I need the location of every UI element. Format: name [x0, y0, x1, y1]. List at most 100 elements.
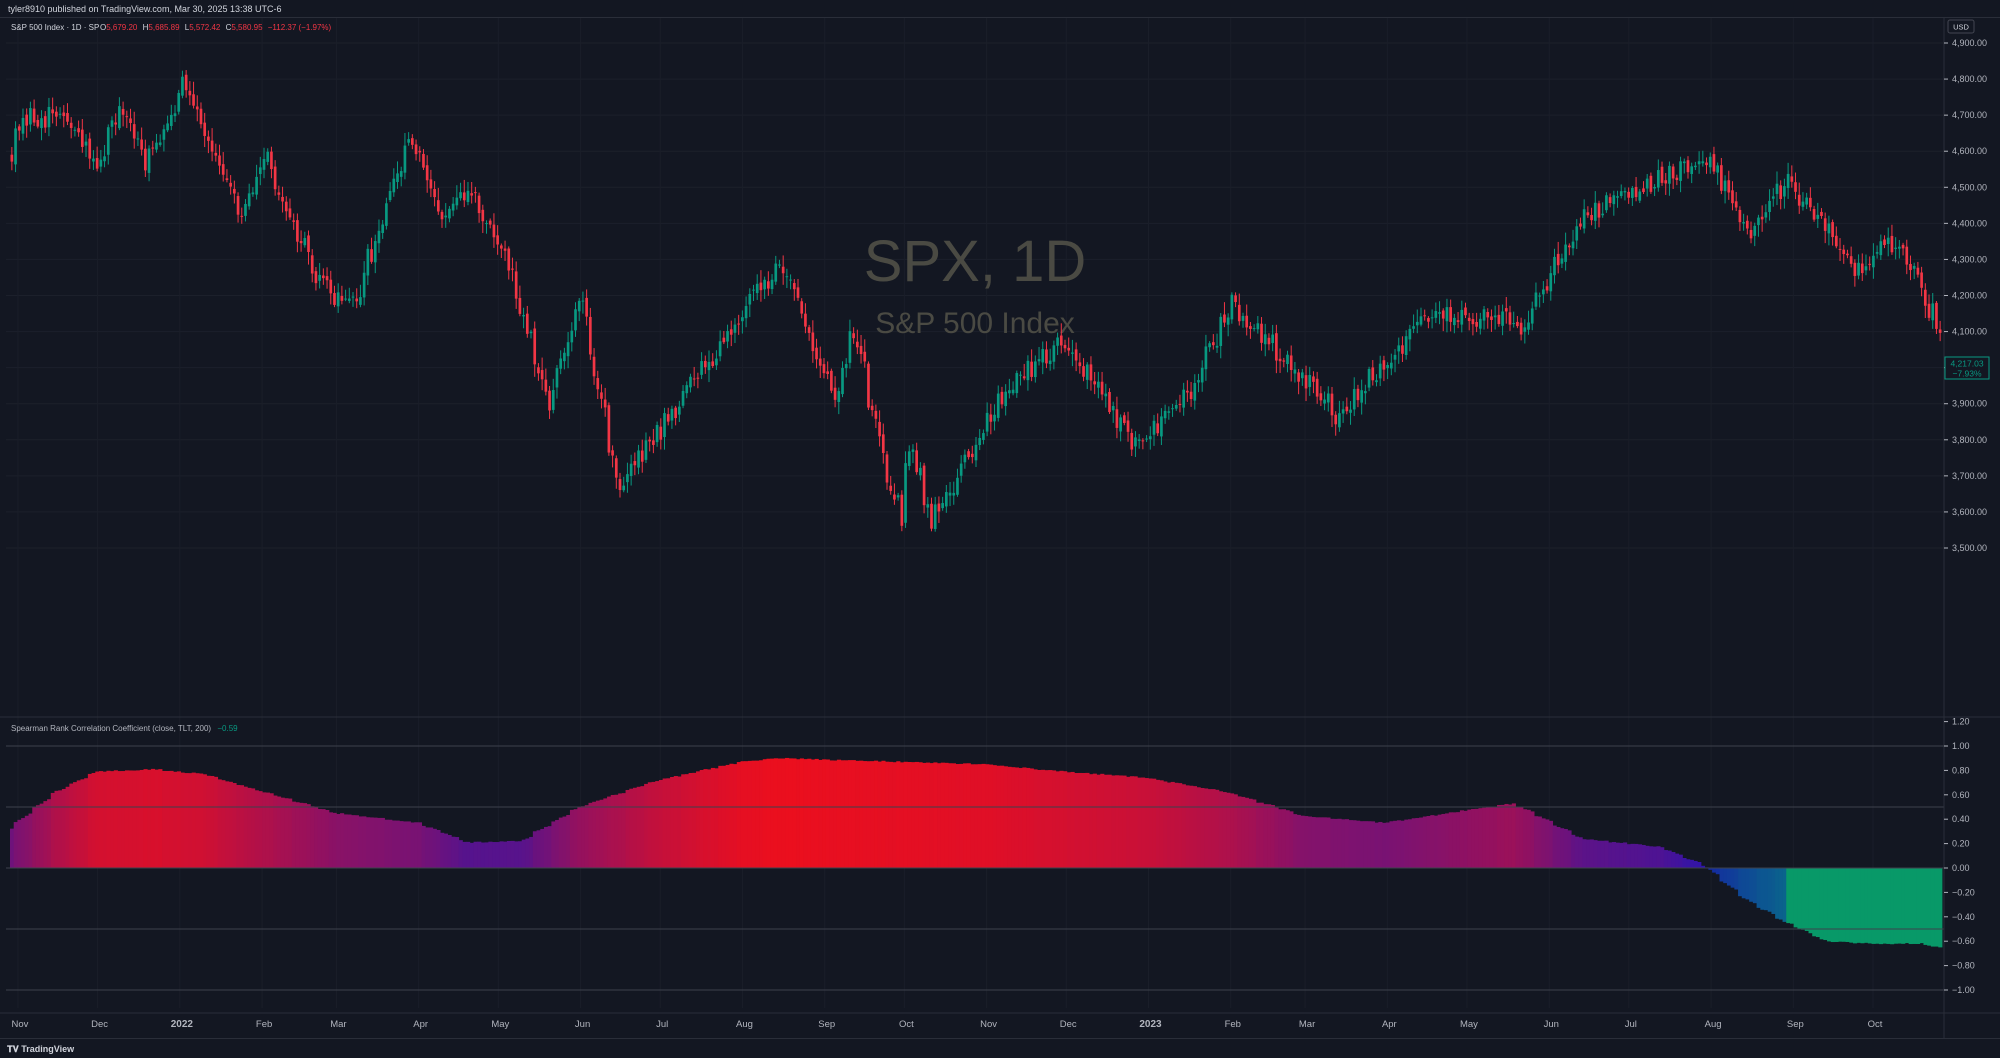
- candle: [1905, 239, 1909, 275]
- histogram-bar: [688, 772, 693, 868]
- candle: [1015, 370, 1019, 398]
- candle: [88, 132, 92, 169]
- histogram-bar: [744, 761, 749, 868]
- candle: [221, 152, 225, 182]
- candle: [1649, 172, 1653, 194]
- last-price-label: 4,217.03 −7.93%: [1944, 356, 1990, 380]
- histogram-bar: [506, 841, 512, 868]
- candle: [1534, 282, 1538, 310]
- candle: [1008, 378, 1011, 399]
- histogram-bar: [710, 767, 715, 868]
- histogram-bar: [302, 803, 308, 868]
- histogram-bar: [747, 760, 753, 868]
- histogram-bar: [818, 759, 823, 868]
- histogram-bar: [1515, 806, 1520, 868]
- histogram-bar: [1526, 809, 1531, 868]
- histogram-bar: [254, 790, 259, 868]
- histogram-bar: [61, 788, 67, 868]
- histogram-bar: [1344, 819, 1350, 868]
- candle: [885, 450, 889, 490]
- time-tick-label: May: [491, 1019, 509, 1030]
- candle: [859, 334, 863, 364]
- histogram-bar: [1756, 868, 1761, 908]
- histogram-bar: [825, 759, 830, 868]
- histogram-bar: [1541, 818, 1546, 868]
- candle: [1323, 391, 1326, 411]
- candle: [663, 407, 666, 450]
- histogram-bar: [1196, 787, 1201, 868]
- histogram-bar: [228, 781, 233, 868]
- histogram-bar: [766, 758, 771, 868]
- candle: [1809, 187, 1812, 212]
- histogram-bar: [1404, 819, 1409, 868]
- histogram-bar: [666, 778, 671, 868]
- histogram-bar: [1830, 868, 1835, 943]
- histogram-bar: [87, 773, 92, 868]
- price-axis[interactable]: 4,900.00 4,800.00 4,700.00 4,600.00 4,500.00…: [1944, 38, 1987, 553]
- histogram-bar: [1560, 828, 1565, 868]
- histogram-bar: [925, 762, 931, 868]
- time-axis[interactable]: Nov Dec 2022 Feb Mar Apr May Jun Jul Aug Sep Oct Nov…: [0, 1012, 2000, 1030]
- histogram-bar: [577, 806, 582, 868]
- histogram-bar: [862, 761, 868, 868]
- candle: [299, 230, 303, 252]
- time-tick-label: Jul: [1625, 1019, 1637, 1030]
- histogram-bar: [1103, 774, 1109, 868]
- histogram-bar: [1211, 789, 1216, 868]
- candle: [173, 105, 177, 123]
- histogram-bar: [1322, 817, 1327, 868]
- histogram-bar: [1033, 769, 1038, 868]
- candle: [373, 234, 377, 274]
- histogram-bar: [1545, 819, 1550, 868]
- histogram-bar: [1823, 868, 1828, 941]
- candle: [1130, 428, 1134, 457]
- candle: [1860, 253, 1864, 281]
- candle: [1241, 312, 1245, 328]
- legend-open: 5,679.20: [106, 23, 138, 32]
- histogram-bar: [436, 829, 441, 868]
- histogram-bar: [1567, 830, 1572, 868]
- candle: [103, 144, 106, 168]
- candle: [585, 289, 588, 326]
- candle: [1560, 253, 1564, 269]
- candle: [1085, 362, 1089, 390]
- histogram-bar: [195, 773, 200, 868]
- histogram-bar: [803, 759, 808, 868]
- candle: [863, 339, 867, 368]
- histogram-bar: [488, 841, 493, 868]
- candle: [270, 146, 273, 179]
- histogram-bar: [1330, 818, 1335, 868]
- histogram-bar: [1289, 811, 1294, 868]
- candle: [1623, 187, 1627, 201]
- tradingview-logo[interactable]: 𝐓𝐕 TradingView: [7, 1044, 74, 1055]
- chart-area[interactable]: SPX, 1D S&P 500 Index 4,900.004,800.004,…: [0, 18, 2000, 1038]
- histogram-bar: [992, 765, 997, 868]
- candle: [1471, 313, 1475, 336]
- candle: [1571, 229, 1575, 256]
- histogram-bar: [276, 796, 282, 868]
- candle: [381, 219, 385, 239]
- currency-button[interactable]: USD: [1947, 19, 1975, 34]
- histogram-bar: [80, 779, 85, 868]
- last-price-change: −7.93%: [1952, 369, 1982, 379]
- histogram-bar: [232, 783, 237, 868]
- histogram-bar: [1663, 850, 1668, 868]
- candle: [759, 270, 763, 302]
- candle: [1527, 310, 1530, 335]
- candle: [852, 327, 855, 344]
- candle: [533, 321, 537, 377]
- histogram-bar: [117, 771, 122, 868]
- candle: [80, 119, 84, 153]
- legend-symbol[interactable]: S&P 500 Index · 1D · SP: [11, 23, 99, 32]
- indicator-axis[interactable]: 1.20 1.00 0.80 0.60 0.40 0.20 0.00 −0.20 −0.40 −0…: [1944, 717, 1975, 995]
- histogram-bar: [210, 775, 215, 868]
- histogram-bar: [1022, 767, 1027, 868]
- indicator-tick-label: 1.00: [1952, 741, 1970, 751]
- histogram-bar: [432, 828, 437, 868]
- publisher-text: tyler8910 published on TradingView.com, …: [8, 4, 282, 14]
- candle: [1512, 311, 1516, 328]
- histogram-bar: [1204, 788, 1209, 868]
- indicator-tick-label: 1.20: [1952, 717, 1970, 727]
- candle: [1345, 397, 1349, 415]
- histogram-bar: [1393, 820, 1398, 868]
